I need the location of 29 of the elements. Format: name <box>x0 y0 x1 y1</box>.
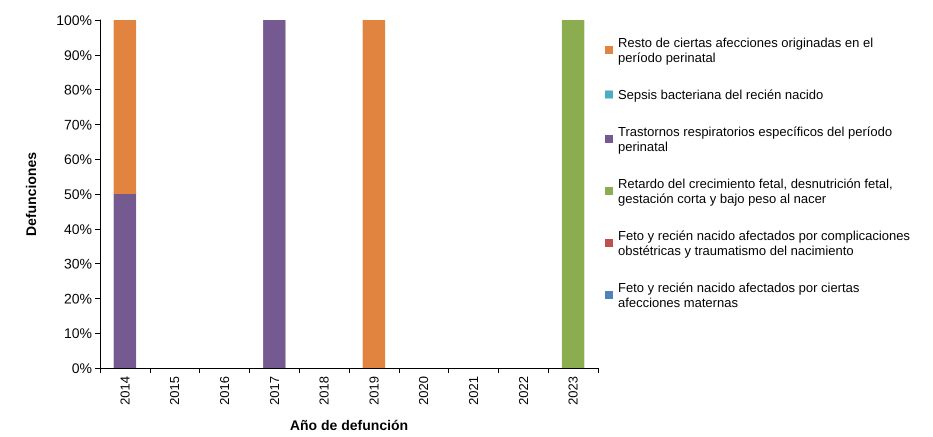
y-axis-title: Defunciones <box>23 152 39 236</box>
legend-label: Retardo del crecimiento fetal, desnutrición fetal, gestación corta y bajo peso al nacer <box>618 176 896 206</box>
y-tick-label: 0% <box>72 360 92 376</box>
y-tick-label: 90% <box>64 46 92 63</box>
x-tick-label: 2023 <box>566 376 581 405</box>
y-tick-label: 20% <box>64 290 92 306</box>
y-tick-label: 30% <box>64 256 92 272</box>
x-tick-label: 2014 <box>117 376 132 405</box>
x-tick-label: 2020 <box>416 376 432 405</box>
legend-label: Feto y recién nacido afectados por ciertas afecciones maternas <box>618 280 863 310</box>
y-tick-label: 50% <box>64 186 92 202</box>
x-tick-label: 2017 <box>266 376 282 405</box>
legend-label: Trastornos respiratorios específicos del período perinatal <box>618 124 896 154</box>
x-tick-label: 2022 <box>516 376 531 405</box>
legend-label: Feto y recién nacido afectados por complicaciones obstétricas y traumatismo del nacimiento <box>618 228 914 258</box>
y-tick-label: 60% <box>64 151 92 168</box>
y-tick-label: 10% <box>64 325 92 342</box>
y-tick-label: 80% <box>64 82 92 98</box>
x-tick-label: 2016 <box>217 376 232 405</box>
legend-label: Resto de ciertas afecciones originadas en el período perinatal <box>618 35 877 65</box>
x-tick-label: 2021 <box>466 376 481 405</box>
x-tick-label: 2019 <box>366 376 382 405</box>
x-tick-label: 2018 <box>316 376 332 405</box>
y-tick-label: 70% <box>64 116 92 132</box>
legend-label: Sepsis bacteriana del recién nacido <box>618 87 824 102</box>
x-axis-title: Año de defunción <box>290 417 408 433</box>
y-tick-label: 40% <box>64 220 92 237</box>
y-tick-label: 100% <box>56 12 92 28</box>
x-tick-label: 2015 <box>167 376 182 405</box>
